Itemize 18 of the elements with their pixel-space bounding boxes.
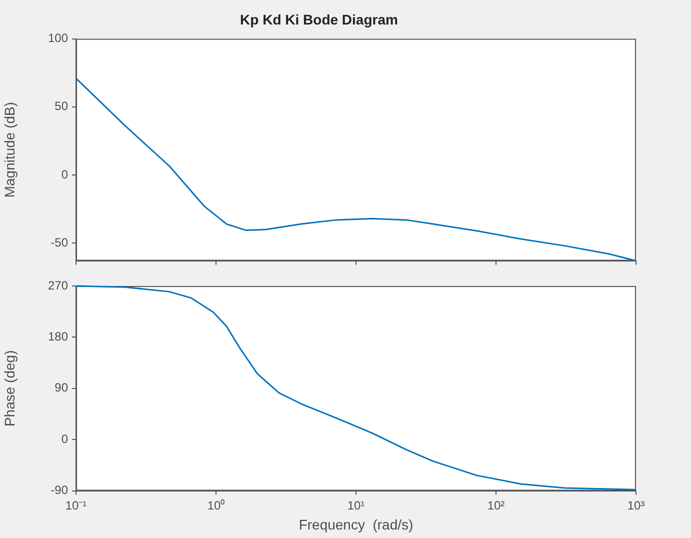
y-tick-label: 180 [48, 330, 68, 344]
y-axis-title: Phase (deg) [1, 350, 18, 427]
y-tick-label: 270 [48, 278, 68, 292]
x-tick-label: 10¹ [347, 498, 365, 512]
x-tick-label: 10³ [627, 498, 645, 512]
y-tick-label: -50 [50, 235, 68, 250]
y-tick-label: 100 [48, 31, 68, 46]
x-tick-label: 10⁻¹ [65, 498, 87, 512]
chart-title: Kp Kd Ki Bode Diagram [240, 11, 398, 28]
x-tick-label: 10² [487, 498, 505, 512]
y-tick-label: 90 [54, 380, 68, 395]
x-axis-title: Frequency (rad/s) [298, 516, 414, 532]
y-tick-label: 0 [61, 167, 68, 182]
y-tick-label: 50 [54, 99, 68, 114]
y-axis-title: Magnitude (dB) [1, 102, 18, 198]
y-tick-label: -90 [50, 483, 68, 498]
x-tick-label: 10⁰ [207, 498, 225, 512]
y-tick-label: 0 [61, 432, 68, 446]
